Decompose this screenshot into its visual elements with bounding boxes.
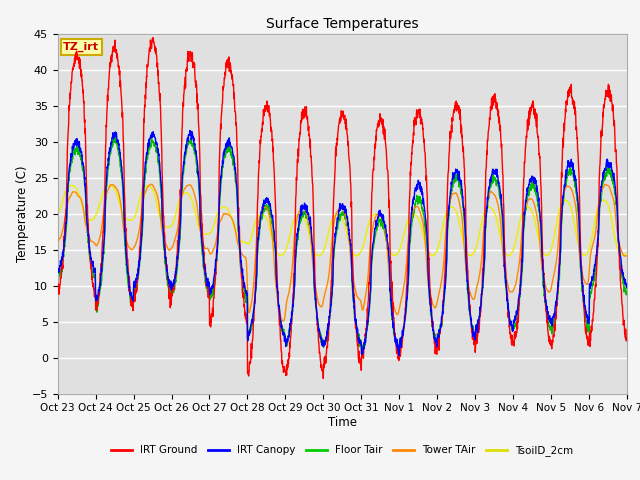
Title: Surface Temperatures: Surface Temperatures: [266, 17, 419, 31]
X-axis label: Time: Time: [328, 416, 357, 429]
Legend: IRT Ground, IRT Canopy, Floor Tair, Tower TAir, TsoilD_2cm: IRT Ground, IRT Canopy, Floor Tair, Towe…: [107, 441, 578, 460]
Text: TZ_irt: TZ_irt: [63, 42, 99, 52]
Y-axis label: Temperature (C): Temperature (C): [16, 165, 29, 262]
